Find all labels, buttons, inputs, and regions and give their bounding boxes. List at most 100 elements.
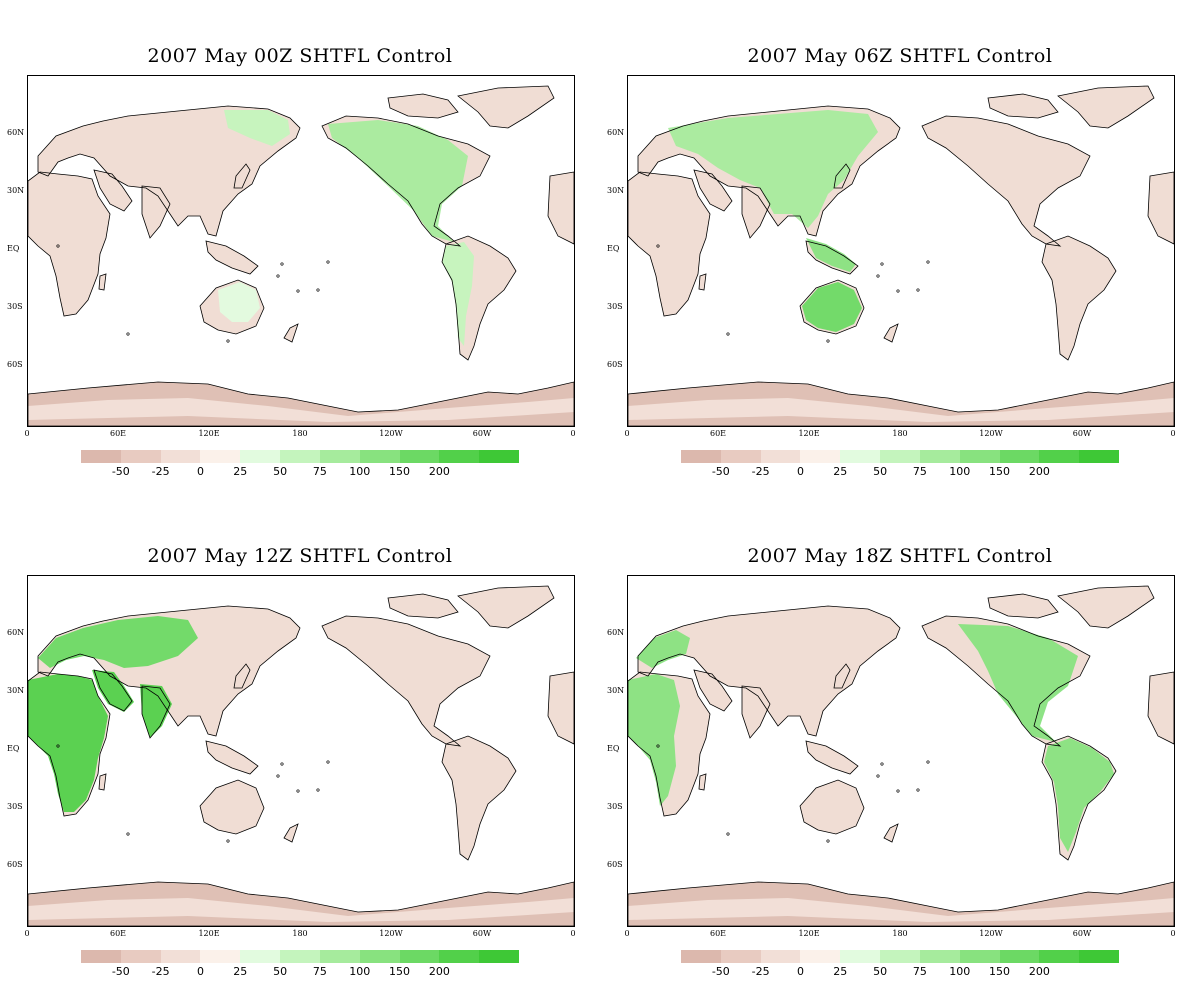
antarctica-band: [628, 898, 1174, 922]
lat-tick-label: 30S: [607, 802, 623, 811]
coastline-arabia: [93, 669, 133, 712]
coastline-greenland: [1057, 85, 1155, 129]
coastline-namerica: [321, 615, 491, 747]
coastline-india: [741, 685, 771, 739]
map-frame: [27, 575, 575, 927]
land-seasia: [206, 241, 258, 274]
land-newzealand: [884, 824, 898, 842]
colorbar-label: -25: [751, 465, 770, 478]
flux-region-se_asia: [806, 238, 856, 272]
land-seasia: [806, 741, 858, 774]
antarctica-band: [28, 398, 574, 422]
flux-region-arabia: [92, 670, 134, 712]
map-frame: [627, 575, 1175, 927]
colorbar-label: 75: [912, 965, 927, 978]
map-title: 2007 May 06Z SHTFL Control: [747, 45, 1053, 67]
colorbar-label: -50: [711, 965, 730, 978]
coastline-namerica: [921, 115, 1091, 247]
land-greenland: [458, 586, 554, 628]
coastline-arabia: [93, 169, 133, 212]
lon-tick-label: 60E: [709, 929, 727, 938]
land-namerica: [922, 116, 1090, 246]
coastline-arctic: [387, 593, 459, 619]
lat-tick-label: EQ: [607, 244, 620, 253]
colorbar-label: -50: [111, 965, 130, 978]
coastline-samerica: [1041, 735, 1117, 861]
lat-tick-label: 60S: [607, 360, 623, 369]
coastline-arctic: [987, 593, 1059, 619]
coastline-namerica: [921, 615, 1091, 747]
land-samerica: [442, 736, 516, 860]
island: [826, 839, 830, 843]
coastline-eurasia: [37, 605, 301, 737]
island: [226, 839, 230, 843]
lat-tick-label: 30S: [7, 302, 23, 311]
land-arctic: [988, 594, 1058, 618]
colorbar-swatch: [319, 950, 360, 963]
colorbar-label: 100: [349, 465, 371, 478]
lat-tick-label: 30N: [7, 686, 25, 695]
colorbar-label: 0: [796, 465, 804, 478]
lat-tick-label: EQ: [607, 744, 620, 753]
lat-tick-label: 30S: [7, 802, 23, 811]
coastline-eurasia: [37, 105, 301, 237]
land-newzealand: [884, 324, 898, 342]
lon-tick-label: 120W: [979, 929, 1003, 938]
colorbar-label: 200: [1028, 965, 1050, 978]
lon-tick-label: 120E: [198, 929, 220, 938]
island: [296, 789, 300, 793]
lon-tick-label: 60W: [472, 429, 492, 438]
coastline-seasia: [805, 740, 859, 775]
colorbar-swatch: [200, 450, 241, 463]
coastline-africa: [628, 171, 711, 317]
colorbar-label: 25: [833, 965, 848, 978]
lon-tick-label: 120E: [198, 429, 220, 438]
colorbar-swatch: [120, 950, 161, 963]
coastline-japan: [233, 663, 251, 689]
land-japan: [234, 164, 250, 188]
coastline-africa: [28, 671, 111, 817]
colorbar-label: 50: [273, 465, 288, 478]
colorbar-label: 150: [389, 465, 411, 478]
lat-tick-label: 60S: [7, 860, 23, 869]
island: [876, 774, 880, 778]
colorbar-swatch: [399, 950, 440, 963]
colorbar-swatch: [720, 950, 761, 963]
island: [926, 260, 930, 264]
island: [826, 339, 830, 343]
island: [880, 262, 884, 266]
island: [656, 744, 660, 748]
coastline-africa_e: [1147, 671, 1174, 745]
lat-tick-label: 60S: [7, 360, 23, 369]
lat-tick-label: 60N: [607, 628, 625, 637]
colorbar-label: 150: [989, 965, 1011, 978]
island: [126, 832, 130, 836]
lon-tick-label: 60E: [109, 429, 127, 438]
colorbar-swatch: [479, 450, 519, 463]
lat-tick-label: 30N: [607, 186, 625, 195]
coastline-seasia: [805, 240, 859, 275]
lon-tick-label: 120W: [979, 429, 1003, 438]
coastline-antarctica: [28, 881, 574, 926]
island: [280, 762, 284, 766]
island: [896, 289, 900, 293]
flux-region-asia: [668, 110, 878, 228]
island: [916, 788, 920, 792]
colorbar: [81, 950, 519, 963]
island: [56, 744, 60, 748]
colorbar-label: 200: [428, 965, 450, 978]
colorbar-swatch: [959, 950, 1000, 963]
coastline-madagascar: [98, 273, 107, 291]
island: [316, 288, 320, 292]
colorbar-swatch: [240, 450, 281, 463]
land-seasia: [206, 741, 258, 774]
antarctica-band: [28, 898, 574, 922]
coastline-greenland: [1057, 585, 1155, 629]
coastline-japan: [233, 163, 251, 189]
colorbar-swatch: [200, 950, 241, 963]
colorbar-swatch: [760, 950, 801, 963]
colorbar-swatch: [999, 950, 1040, 963]
lon-tick-label: 180: [892, 429, 908, 438]
land-japan: [834, 664, 850, 688]
colorbar-swatch: [280, 950, 320, 963]
